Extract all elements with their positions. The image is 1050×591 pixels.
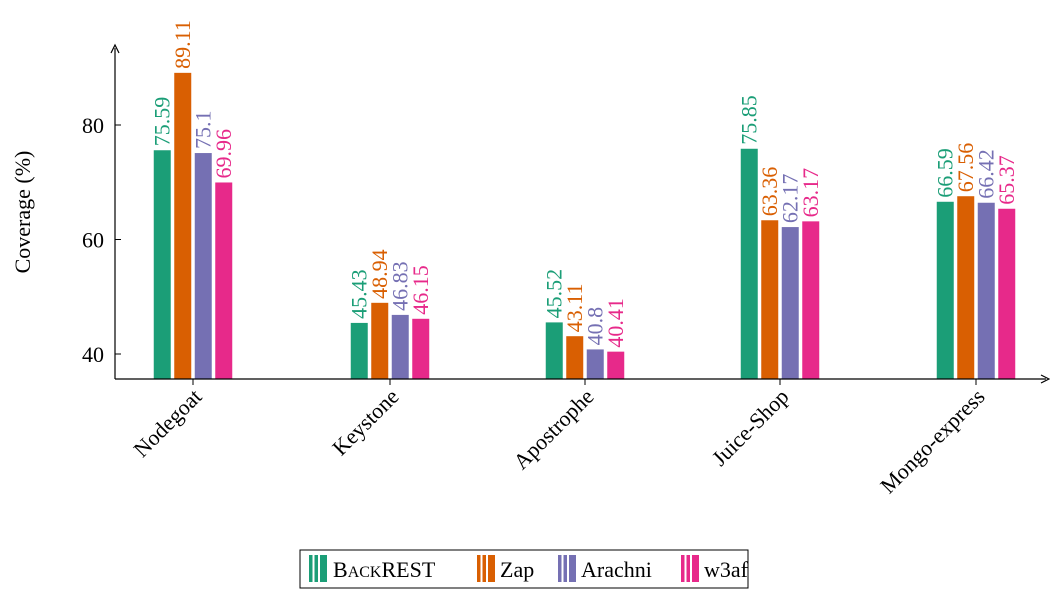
legend-swatch-zap — [477, 555, 481, 582]
data-label-w3af-nodegoat: 69.96 — [211, 129, 236, 179]
legend-swatch-backrest-3 — [320, 555, 327, 582]
legend-swatch-backrest — [309, 555, 313, 582]
legend-label-zap: Zap — [500, 557, 534, 582]
bar-arachni-nodegoat — [194, 153, 212, 379]
x-tick-labels: Nodegoat Keystone Apostrophe Juice-Shop Mong… — [128, 379, 990, 498]
data-label-arachni-mongo-express: 66.42 — [973, 149, 998, 199]
x-tick-label-mongo-express: Mongo-express — [875, 384, 989, 498]
y-tick-label-40: 40 — [82, 342, 104, 367]
data-label-zap-nodegoat: 89.11 — [170, 20, 195, 69]
data-label-w3af-juice-shop: 63.17 — [798, 168, 823, 218]
legend-swatch-arachni — [558, 555, 562, 582]
bar-w3af-nodegoat — [215, 182, 233, 379]
bar-zap-mongo-express — [957, 196, 975, 379]
legend-swatch-w3af-3 — [692, 555, 699, 582]
y-ticks: 40 60 80 — [82, 113, 121, 367]
data-label-w3af-mongo-express: 65.37 — [994, 155, 1019, 205]
bar-arachni-juice-shop — [781, 227, 799, 379]
legend-label-arachni: Arachni — [581, 557, 652, 582]
data-label-arachni-keystone: 46.83 — [387, 261, 412, 311]
data-label-zap-mongo-express: 67.56 — [953, 143, 978, 193]
bar-w3af-apostrophe — [607, 351, 625, 379]
x-tick-label-apostrophe: Apostrophe — [508, 384, 598, 474]
bar-arachni-mongo-express — [977, 202, 995, 379]
bar-w3af-keystone — [412, 318, 430, 379]
data-label-backrest-apostrophe: 45.52 — [541, 269, 566, 319]
data-label-arachni-nodegoat: 75.1 — [190, 111, 215, 150]
data-label-backrest-mongo-express: 66.59 — [932, 148, 957, 198]
data-label-zap-apostrophe: 43.11 — [562, 284, 587, 333]
bar-backrest-mongo-express — [936, 201, 954, 379]
bar-zap-keystone — [371, 302, 389, 379]
x-tick-label-keystone: Keystone — [327, 384, 403, 460]
legend-swatch-backrest-2 — [314, 555, 318, 582]
data-label-backrest-keystone: 45.43 — [346, 269, 371, 319]
legend-swatch-w3af-2 — [686, 555, 690, 582]
axes-layer — [110, 43, 1050, 384]
legend-box — [299, 549, 749, 589]
data-label-arachni-juice-shop: 62.17 — [777, 174, 802, 224]
y-tick-label-80: 80 — [82, 113, 104, 138]
legend-swatch-zap-2 — [482, 555, 486, 582]
legend-swatch-arachni-2 — [563, 555, 567, 582]
x-axis-arrow — [1040, 374, 1050, 384]
bar-backrest-nodegoat — [153, 150, 171, 379]
legend-swatch-zap-3 — [488, 555, 495, 582]
bar-zap-apostrophe — [566, 336, 584, 379]
data-label-arachni-apostrophe: 40.8 — [582, 307, 607, 346]
data-label-zap-juice-shop: 63.36 — [757, 167, 782, 217]
bar-arachni-apostrophe — [586, 349, 604, 379]
x-tick-label-nodegoat: Nodegoat — [128, 384, 206, 462]
legend-item-arachni: Arachni — [558, 555, 652, 582]
bars-layer — [153, 72, 1016, 380]
legend-item-w3af: w3af — [681, 555, 749, 582]
bar-backrest-keystone — [350, 322, 368, 379]
legend-swatch-arachni-3 — [569, 555, 576, 582]
bar-zap-juice-shop — [761, 220, 779, 379]
legend: BACKREST Zap Arachni w3af — [299, 549, 749, 589]
bar-zap-nodegoat — [174, 72, 192, 380]
bar-backrest-apostrophe — [545, 322, 563, 379]
y-axis-label: Coverage (%) — [10, 151, 35, 274]
data-label-backrest-nodegoat: 75.59 — [149, 97, 174, 147]
bar-backrest-juice-shop — [740, 148, 758, 379]
y-tick-label-60: 60 — [82, 228, 104, 253]
y-axis-arrow — [110, 43, 120, 54]
legend-swatch-w3af — [681, 555, 685, 582]
legend-label-w3af: w3af — [704, 557, 749, 582]
data-label-zap-keystone: 48.94 — [367, 249, 392, 299]
legend-item-backrest: BACKREST — [309, 555, 436, 582]
bar-w3af-juice-shop — [802, 221, 820, 379]
bar-w3af-mongo-express — [998, 208, 1016, 379]
legend-label-backrest: BACKREST — [333, 557, 436, 582]
x-tick-label-juice-shop: Juice-Shop — [707, 384, 794, 471]
legend-item-zap: Zap — [477, 555, 534, 582]
data-label-backrest-juice-shop: 75.85 — [736, 95, 761, 145]
bar-arachni-keystone — [391, 314, 409, 379]
data-label-w3af-keystone: 46.15 — [408, 265, 433, 315]
data-label-w3af-apostrophe: 40.41 — [603, 298, 628, 348]
